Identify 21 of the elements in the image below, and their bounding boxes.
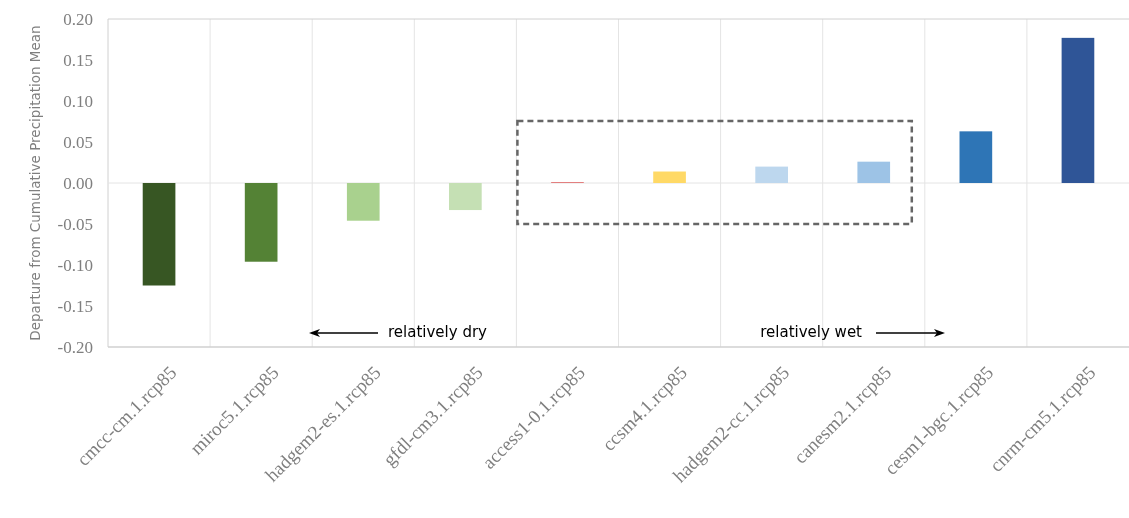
y-tick-label: -0.15 — [57, 296, 93, 316]
y-tick-label: 0.00 — [63, 173, 93, 193]
bar — [653, 171, 686, 183]
annotation: relatively dry — [388, 323, 488, 342]
y-tick-label: -0.05 — [57, 214, 93, 234]
bar — [857, 161, 891, 183]
bar — [959, 131, 993, 183]
y-tick-label: 0.10 — [63, 91, 93, 111]
bar — [755, 166, 788, 183]
annotation: relatively wet — [760, 323, 863, 342]
bar — [142, 183, 176, 286]
y-tick-label: -0.20 — [57, 337, 93, 357]
bar — [1061, 37, 1095, 183]
y-tick-label: 0.15 — [63, 50, 93, 70]
y-tick-label: 0.20 — [63, 9, 93, 29]
y-axis-title: Departure from Cumulative Precipitation Mean — [27, 25, 43, 341]
bar — [244, 183, 278, 262]
y-tick-label: 0.05 — [63, 132, 93, 152]
bar — [346, 183, 380, 221]
bar — [449, 183, 482, 211]
y-tick-label: -0.10 — [57, 255, 93, 275]
